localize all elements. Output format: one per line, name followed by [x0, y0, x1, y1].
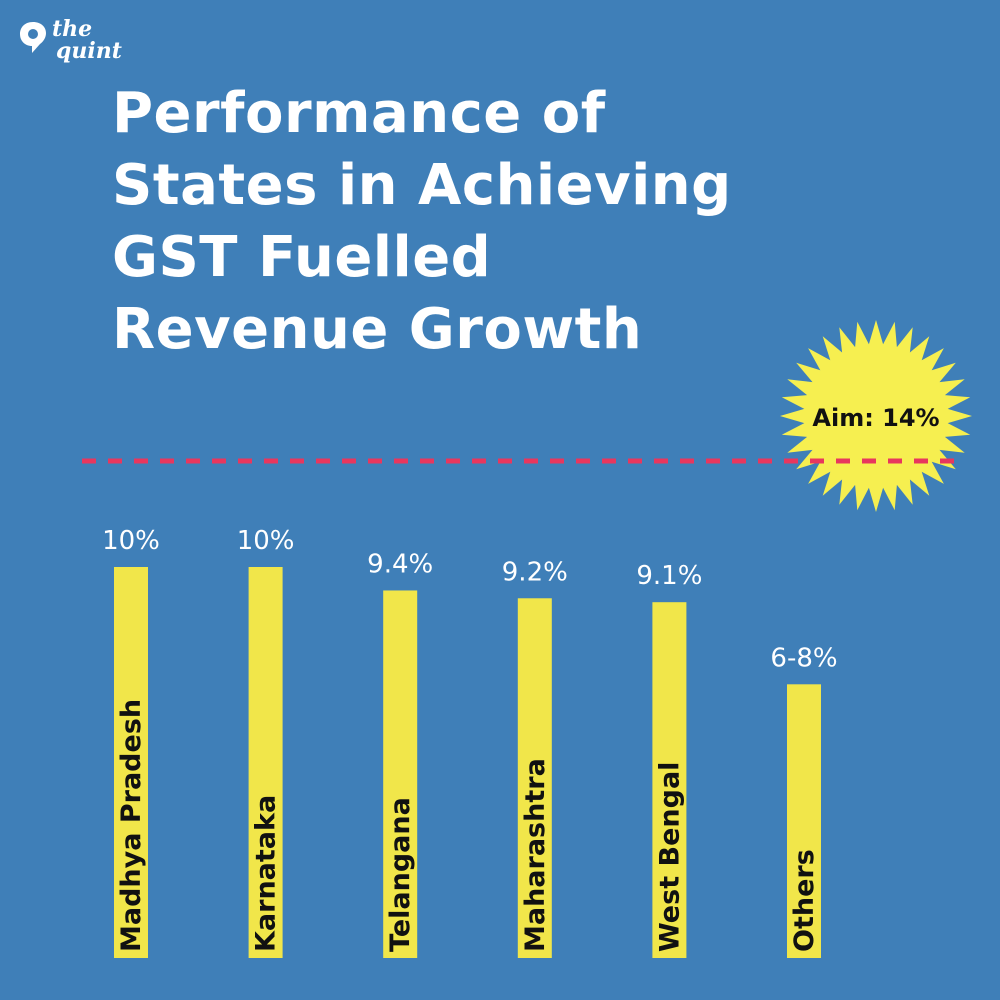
value-label: 6-8%: [770, 643, 837, 673]
bar: [517, 598, 552, 958]
chart-title: Performance of States in Achieving GST F…: [112, 78, 872, 366]
value-label: 9.2%: [502, 557, 568, 587]
category-label: Maharashtra: [520, 758, 551, 952]
title-line: States in Achieving: [112, 153, 732, 218]
bar: [114, 567, 148, 958]
quote-bubble-icon: [20, 22, 46, 53]
brand-line-2: quint: [56, 38, 122, 64]
value-label: 9.1%: [636, 561, 702, 591]
bar: [787, 684, 821, 958]
target-burst: [780, 320, 972, 512]
category-label: Madhya Pradesh: [116, 699, 147, 952]
bar: [652, 602, 687, 958]
title-line: Revenue Growth: [112, 297, 643, 362]
category-label: Others: [789, 849, 820, 952]
category-label: Telangana: [385, 797, 416, 952]
target-label: Aim: 14%: [812, 404, 939, 432]
bar: [383, 590, 418, 958]
value-label: 9.4%: [367, 549, 433, 579]
title-line: GST Fuelled: [112, 225, 492, 290]
value-label: 10%: [102, 526, 160, 556]
category-label: West Bengal: [654, 762, 685, 952]
value-label: 10%: [237, 526, 295, 556]
brand-logo: the quint: [18, 18, 128, 78]
title-line: Performance of: [112, 81, 606, 146]
category-label: Karnataka: [251, 795, 282, 952]
bar: [248, 567, 283, 958]
brand-line-1: the: [52, 16, 93, 42]
